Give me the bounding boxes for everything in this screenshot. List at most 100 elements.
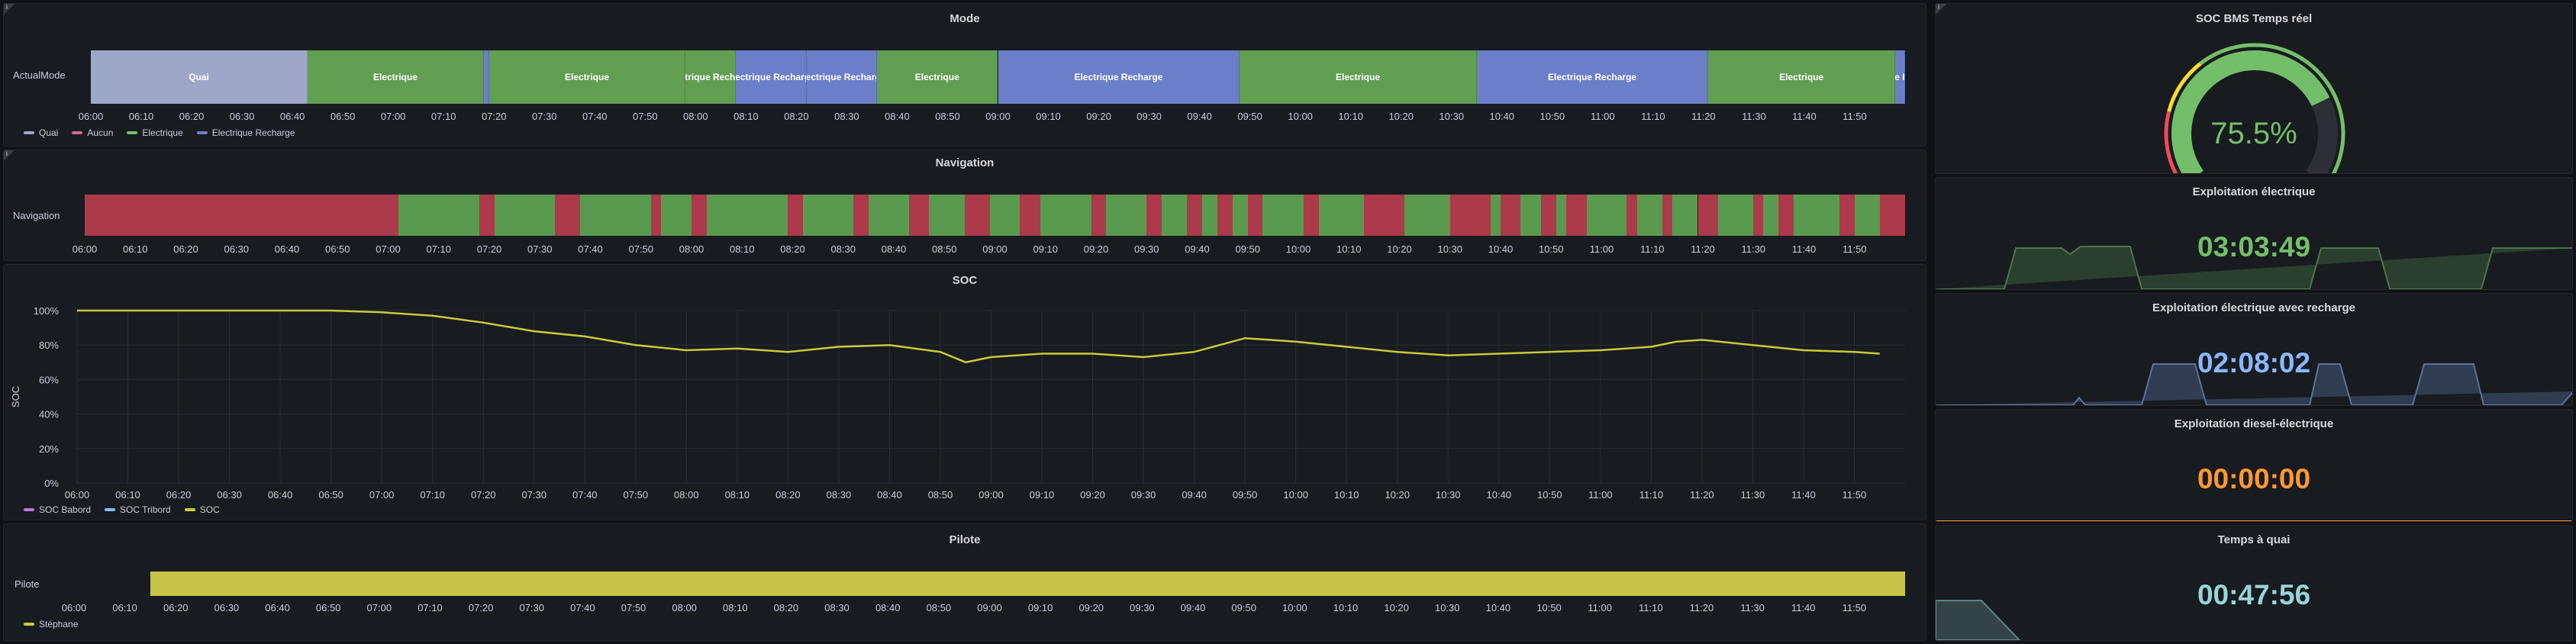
mode-segment[interactable]: Electrique bbox=[1708, 50, 1895, 104]
mode-segment[interactable]: Quai bbox=[91, 50, 308, 104]
navigation-segment[interactable] bbox=[1232, 195, 1248, 236]
navigation-segment[interactable] bbox=[1556, 195, 1566, 236]
navigation-segment[interactable] bbox=[1520, 195, 1541, 236]
mode-segment[interactable]: Electrique Recharge bbox=[1894, 50, 1905, 104]
time-tick: 07:40 bbox=[570, 602, 595, 613]
time-tick: 10:40 bbox=[1488, 243, 1514, 255]
navigation-segment[interactable] bbox=[1839, 195, 1855, 236]
time-tick: 07:30 bbox=[531, 111, 557, 122]
navigation-segment[interactable] bbox=[909, 195, 930, 236]
navigation-segment[interactable] bbox=[853, 195, 869, 236]
navigation-segment[interactable] bbox=[1162, 195, 1188, 236]
navigation-segment[interactable] bbox=[964, 195, 990, 236]
time-tick: 06:30 bbox=[229, 111, 255, 122]
pilote-timeline[interactable] bbox=[79, 572, 1905, 596]
info-icon[interactable]: i bbox=[4, 150, 15, 161]
legend-item[interactable]: SOC Tribord bbox=[105, 504, 171, 515]
navigation-segment[interactable] bbox=[1794, 195, 1839, 236]
navigation-segment[interactable] bbox=[706, 195, 788, 236]
mode-segment[interactable]: Electrique Recharge bbox=[1476, 50, 1709, 104]
navigation-segment[interactable] bbox=[1565, 195, 1587, 236]
navigation-segment[interactable] bbox=[929, 195, 965, 236]
navigation-segment[interactable] bbox=[1318, 195, 1365, 236]
time-tick: 08:50 bbox=[931, 243, 957, 255]
navigation-segment[interactable] bbox=[555, 195, 581, 236]
mode-segment[interactable]: Electrique bbox=[488, 50, 686, 104]
legend-item[interactable]: SOC Babord bbox=[24, 504, 91, 515]
navigation-segment[interactable] bbox=[580, 195, 652, 236]
navigation-segment[interactable] bbox=[1854, 195, 1880, 236]
info-icon[interactable]: i bbox=[1936, 4, 1946, 14]
navigation-segment[interactable] bbox=[1217, 195, 1233, 236]
navigation-segment[interactable] bbox=[1490, 195, 1501, 236]
navigation-segment[interactable] bbox=[1501, 195, 1521, 236]
navigation-segment[interactable] bbox=[1778, 195, 1794, 236]
navigation-segment[interactable] bbox=[1586, 195, 1627, 236]
mode-segment[interactable]: Electrique Recharge bbox=[806, 50, 878, 104]
navigation-segment[interactable] bbox=[1040, 195, 1091, 236]
time-tick: 08:50 bbox=[926, 602, 952, 613]
mode-segment[interactable]: Electrique bbox=[1240, 50, 1477, 104]
navigation-segment[interactable] bbox=[1672, 195, 1698, 236]
legend-item[interactable]: Aucun bbox=[72, 127, 113, 138]
navigation-segment[interactable] bbox=[692, 195, 707, 236]
navigation-segment[interactable] bbox=[1763, 195, 1779, 236]
navigation-segment[interactable] bbox=[1637, 195, 1662, 236]
legend-item[interactable]: SOC bbox=[184, 504, 220, 515]
navigation-segment[interactable] bbox=[1020, 195, 1041, 236]
navigation-segment[interactable] bbox=[494, 195, 556, 236]
legend-item[interactable]: Electrique bbox=[127, 127, 183, 138]
navigation-segment[interactable] bbox=[1187, 195, 1202, 236]
navigation-segment[interactable] bbox=[1091, 195, 1107, 236]
navigation-segment[interactable] bbox=[1880, 195, 1905, 236]
x-tick-label: 09:00 bbox=[978, 489, 1004, 501]
navigation-panel: i Navigation Navigation 06:00 06:10 06:20 0… bbox=[3, 150, 1926, 261]
mode-segment[interactable]: Electrique Recharge bbox=[736, 50, 807, 104]
mode-segment[interactable]: Electrique bbox=[877, 50, 998, 104]
navigation-segment[interactable] bbox=[661, 195, 692, 236]
navigation-segment[interactable] bbox=[398, 195, 479, 236]
x-tick-label: 08:30 bbox=[827, 489, 852, 501]
mode-timeline[interactable]: QuaiElectriqueElectriqueElectrique Recha… bbox=[91, 50, 1905, 104]
navigation-segment[interactable] bbox=[868, 195, 909, 236]
navigation-segment[interactable] bbox=[1106, 195, 1147, 236]
legend-item[interactable]: Stéphane bbox=[24, 619, 78, 630]
mode-segment[interactable]: Electrique Recharge bbox=[685, 50, 736, 104]
navigation-segment[interactable] bbox=[802, 195, 853, 236]
navigation-segment[interactable] bbox=[989, 195, 1020, 236]
time-tick: 07:40 bbox=[582, 111, 608, 122]
navigation-segment[interactable] bbox=[1662, 195, 1673, 236]
time-tick: 08:30 bbox=[824, 602, 850, 613]
navigation-segment[interactable] bbox=[1247, 195, 1263, 236]
time-tick: 11:30 bbox=[1742, 111, 1766, 122]
navigation-segment[interactable] bbox=[1753, 195, 1764, 236]
navigation-segment[interactable] bbox=[1364, 195, 1405, 236]
navigation-segment[interactable] bbox=[1303, 195, 1319, 236]
navigation-segment[interactable] bbox=[1627, 195, 1637, 236]
navigation-segment[interactable] bbox=[1262, 195, 1304, 236]
navigation-segment[interactable] bbox=[651, 195, 662, 236]
info-icon[interactable]: i bbox=[4, 4, 15, 14]
navigation-timeline[interactable] bbox=[85, 195, 1905, 236]
time-tick: 06:00 bbox=[72, 243, 98, 255]
navigation-segment[interactable] bbox=[85, 195, 398, 236]
time-tick: 10:20 bbox=[1387, 243, 1412, 255]
soc-series-line[interactable] bbox=[77, 309, 1880, 364]
mode-segment[interactable]: Electrique bbox=[308, 50, 484, 104]
navigation-segment[interactable] bbox=[1697, 195, 1718, 236]
navigation-segment[interactable] bbox=[1717, 195, 1754, 236]
navigation-segment[interactable] bbox=[1541, 195, 1556, 236]
mode-segment[interactable] bbox=[484, 50, 489, 104]
mode-segment[interactable]: Electrique Recharge bbox=[998, 50, 1240, 104]
navigation-segment[interactable] bbox=[1201, 195, 1217, 236]
navigation-time-axis: 06:00 06:10 06:20 06:30 06:40 06:50 07:00 07:10… bbox=[4, 243, 1926, 256]
soc-line-chart[interactable]: 0% 20% 40% 60% 80% 100% 06:00 06:10 06:20 06:30 06… bbox=[4, 265, 1926, 501]
navigation-segment[interactable] bbox=[788, 195, 803, 236]
navigation-segment[interactable] bbox=[1146, 195, 1162, 236]
navigation-segment[interactable] bbox=[479, 195, 495, 236]
pilote-segment[interactable] bbox=[150, 572, 1905, 596]
legend-item[interactable]: Quai bbox=[24, 127, 58, 138]
legend-item[interactable]: Electrique Recharge bbox=[196, 127, 295, 138]
navigation-segment[interactable] bbox=[1449, 195, 1491, 236]
navigation-segment[interactable] bbox=[1404, 195, 1450, 236]
